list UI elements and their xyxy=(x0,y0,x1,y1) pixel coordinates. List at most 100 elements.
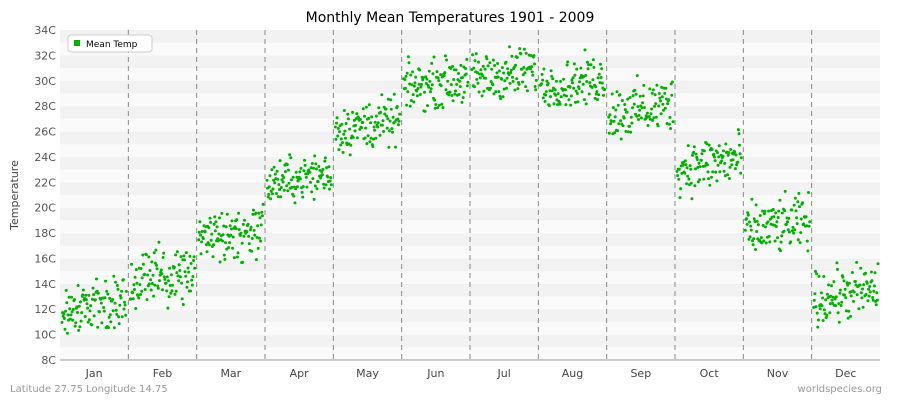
data-point xyxy=(302,169,306,173)
data-point xyxy=(544,93,548,97)
data-point xyxy=(131,297,135,301)
data-point xyxy=(749,224,753,228)
data-point xyxy=(783,209,787,213)
data-point xyxy=(209,220,213,224)
data-point xyxy=(216,239,220,243)
data-point xyxy=(138,283,142,287)
data-point xyxy=(139,267,143,270)
data-point xyxy=(502,87,506,91)
data-point xyxy=(564,103,568,107)
data-point xyxy=(747,237,751,241)
data-point xyxy=(272,178,276,182)
data-point xyxy=(550,74,554,78)
data-point xyxy=(132,283,136,287)
data-point xyxy=(864,271,867,275)
data-point xyxy=(363,136,367,140)
data-point xyxy=(367,103,371,107)
data-point xyxy=(289,178,293,182)
data-point xyxy=(439,84,443,88)
data-point xyxy=(494,90,498,94)
data-point xyxy=(92,314,96,318)
data-point xyxy=(534,78,538,82)
data-point xyxy=(778,198,782,202)
data-point xyxy=(711,170,715,174)
data-point xyxy=(484,76,488,80)
data-point xyxy=(386,117,390,121)
data-point xyxy=(754,203,758,207)
data-point xyxy=(275,192,278,195)
data-point xyxy=(592,65,596,69)
data-point xyxy=(197,230,201,234)
data-point xyxy=(721,154,725,158)
data-point xyxy=(571,81,574,85)
data-point xyxy=(529,54,533,57)
data-point xyxy=(286,189,290,193)
data-point xyxy=(221,233,225,237)
data-point xyxy=(282,188,286,192)
data-point xyxy=(461,76,465,79)
data-point xyxy=(213,215,217,219)
data-point xyxy=(64,309,68,313)
data-point xyxy=(745,222,749,226)
data-point xyxy=(212,243,216,247)
data-point xyxy=(695,158,699,161)
data-point xyxy=(458,79,462,83)
data-point xyxy=(324,183,328,187)
data-point xyxy=(806,249,810,253)
y-tick-label: 14C xyxy=(34,278,56,291)
data-point xyxy=(694,152,698,156)
data-point xyxy=(638,108,642,112)
data-point xyxy=(807,191,810,194)
data-point xyxy=(433,98,437,102)
data-point xyxy=(333,125,337,129)
data-point xyxy=(655,83,659,87)
x-tick-label: Aug xyxy=(562,367,583,380)
data-point xyxy=(364,105,368,109)
data-point xyxy=(491,83,495,87)
data-point xyxy=(337,148,341,152)
x-tick-label: May xyxy=(356,367,379,380)
data-point xyxy=(370,115,374,119)
data-point xyxy=(753,220,757,223)
data-point xyxy=(669,127,673,130)
data-point xyxy=(424,75,428,79)
data-point xyxy=(309,166,313,170)
data-point xyxy=(543,99,547,103)
data-point xyxy=(858,283,862,287)
data-point xyxy=(174,253,178,257)
data-point xyxy=(764,225,768,229)
data-point xyxy=(597,93,601,97)
data-point xyxy=(261,202,265,206)
data-point xyxy=(141,253,145,257)
data-point xyxy=(181,303,185,306)
y-tick-label: 8C xyxy=(41,354,56,367)
data-point xyxy=(123,300,126,304)
data-point xyxy=(730,163,734,167)
data-point xyxy=(461,96,465,100)
data-point xyxy=(429,90,432,94)
data-point xyxy=(575,67,579,71)
data-point xyxy=(145,298,149,302)
data-point xyxy=(201,237,205,241)
data-point xyxy=(653,104,656,108)
data-point xyxy=(240,241,244,245)
data-point xyxy=(173,292,177,296)
data-point xyxy=(574,100,577,104)
data-point xyxy=(872,284,876,288)
data-point xyxy=(84,298,88,302)
data-point xyxy=(489,86,492,90)
data-point xyxy=(361,121,365,124)
data-point xyxy=(677,167,681,171)
data-point xyxy=(871,296,875,299)
data-point xyxy=(477,60,481,64)
data-point xyxy=(554,93,558,97)
data-point xyxy=(131,291,135,295)
data-point xyxy=(585,60,589,64)
data-point xyxy=(727,151,731,155)
data-point xyxy=(265,178,269,182)
data-point xyxy=(167,295,171,299)
data-point xyxy=(767,209,771,213)
x-tick-label: Apr xyxy=(290,367,310,380)
data-point xyxy=(779,249,782,253)
data-point xyxy=(99,301,103,305)
